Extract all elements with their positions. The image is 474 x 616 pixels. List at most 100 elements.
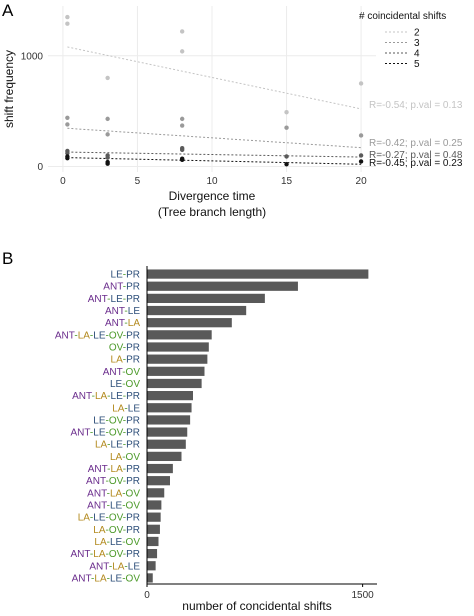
category-label: ANT-LA-OV <box>87 488 140 499</box>
bar-ANT-LE-OV-PR <box>147 427 188 437</box>
fit-line-5 <box>67 157 362 165</box>
data-point-5 <box>358 159 364 164</box>
bar-LE-OV <box>147 378 202 389</box>
category-label: LE-OV-PR <box>93 415 140 426</box>
legend-entry-3: 3 <box>414 38 420 49</box>
category-label: ANT-LA <box>105 318 140 329</box>
legend-entry-2: 2 <box>414 28 420 39</box>
data-point-4 <box>358 153 364 158</box>
panel-a-regression-labels: R=-0.54; p.val = 0.13 R=-0.42; p.val = 0.… <box>369 100 463 169</box>
data-point-3 <box>358 133 364 138</box>
bar-LA-LE-OV-PR <box>147 512 161 522</box>
category-label: ANT-LE <box>105 306 140 317</box>
x-tick-label: 0 <box>144 590 150 601</box>
category-label: LA-LE-OV-PR <box>78 513 140 524</box>
bar-LA-LE <box>147 403 192 413</box>
category-label: ANT-LA-LE-OV <box>72 573 141 584</box>
panel-a-x-axis-title: Divergence time <box>169 189 256 203</box>
x-tick-label: 0 <box>60 176 66 187</box>
category-label: ANT-LA-LE-PR <box>72 391 140 402</box>
bar-ANT-LA-LE-OV-PR <box>147 330 212 340</box>
y-tick-label: 0 <box>37 162 43 173</box>
regression-label-3: R=-0.42; p.val = 0.25 <box>369 138 463 149</box>
bar-ANT-LA-LE-OV <box>147 573 153 583</box>
bar-ANT-LA-OV-PR <box>147 548 158 559</box>
y-tick-label: 1000 <box>21 51 44 62</box>
data-point-2 <box>179 29 185 34</box>
bar-ANT-OV <box>147 366 205 376</box>
x-tick-label: 5 <box>135 176 141 187</box>
fit-line-3 <box>67 127 362 149</box>
category-label: ANT-OV-PR <box>86 476 140 487</box>
category-label: ANT-LE-OV-PR <box>70 428 140 439</box>
data-point-2 <box>284 110 289 115</box>
x-tick-label: 15 <box>281 176 293 187</box>
category-label: LA-LE-PR <box>95 440 140 451</box>
x-tick-label: 10 <box>206 176 218 187</box>
category-label: LA-PR <box>111 355 140 366</box>
data-point-3 <box>179 116 185 122</box>
panel-b-x-ticks: 0 1500 <box>144 584 374 601</box>
regression-label-2: R=-0.54; p.val = 0.13 <box>369 100 463 111</box>
panel-a-fit-lines <box>67 46 362 165</box>
legend-title: # coincidental shifts <box>359 11 446 22</box>
panel-b-axes <box>146 266 377 585</box>
panel-b-bars <box>147 269 369 583</box>
category-label: LA-LE-OV <box>94 537 140 548</box>
data-point-2 <box>65 21 70 26</box>
bar-ANT-PR <box>147 281 298 291</box>
data-point-4 <box>284 154 289 159</box>
panel-a-x-ticks: 0 5 10 15 20 <box>60 176 367 187</box>
data-point-3 <box>179 123 185 128</box>
bar-LA-OV <box>147 451 182 462</box>
bar-ANT-LA-PR <box>147 463 173 474</box>
data-point-3 <box>284 125 289 130</box>
panel-b-x-axis-title: number of concidental shifts <box>182 599 331 613</box>
panel-a-y-ticks: 0 1000 <box>21 51 44 173</box>
bar-ANT-LE-PR <box>147 293 265 304</box>
data-point-2 <box>179 49 185 54</box>
bar-ANT-LE <box>147 305 247 316</box>
bar-LE-PR <box>147 269 369 279</box>
data-point-5 <box>179 157 185 163</box>
bar-ANT-LA-OV <box>147 488 165 498</box>
data-point-2 <box>65 14 70 20</box>
data-point-5 <box>105 161 110 166</box>
legend-entry-5: 5 <box>414 59 420 70</box>
panel-b-letter: B <box>2 249 13 268</box>
regression-label-5: R=-0.45; p.val = 0.23 <box>369 158 463 169</box>
bar-OV-PR <box>147 342 209 352</box>
x-tick-label: 1500 <box>352 590 375 601</box>
bar-ANT-LE-OV <box>147 500 162 510</box>
regression-label-4: R=-0.27; p.val = 0.48 <box>369 150 463 161</box>
data-point-3 <box>65 122 70 127</box>
data-point-4 <box>179 147 185 153</box>
category-label: LA-OV <box>110 452 140 463</box>
panel-a-x-axis-subtitle: (Tree branch length) <box>158 205 266 219</box>
bar-ANT-LA-LE-PR <box>147 390 193 401</box>
category-label: LE-OV <box>110 379 140 390</box>
panel-a-letter: A <box>2 1 14 20</box>
bar-LA-OV-PR <box>147 524 160 534</box>
x-tick-label: 20 <box>356 176 368 187</box>
data-point-4 <box>65 150 70 156</box>
bar-LA-LE-PR <box>147 439 186 449</box>
category-label: ANT-LA-LE <box>89 561 140 572</box>
category-label: ANT-LA-OV-PR <box>70 549 140 560</box>
category-label: ANT-LA-PR <box>88 464 140 475</box>
bar-ANT-OV-PR <box>147 476 170 486</box>
bar-ANT-LA <box>147 318 232 328</box>
category-label: LE-PR <box>111 270 140 281</box>
panel-a-scatter: R=-0.54; p.val = 0.13 R=-0.42; p.val = 0.… <box>2 6 463 219</box>
legend-entry-4: 4 <box>414 49 420 60</box>
data-point-5 <box>65 155 70 161</box>
bar-ANT-LA-LE <box>147 561 156 571</box>
panel-a-grid <box>48 6 376 172</box>
data-point-3 <box>105 132 110 137</box>
category-label: ANT-LE-PR <box>88 294 140 305</box>
category-label: ANT-PR <box>103 282 140 293</box>
category-label: ANT-LE-OV <box>87 501 140 512</box>
